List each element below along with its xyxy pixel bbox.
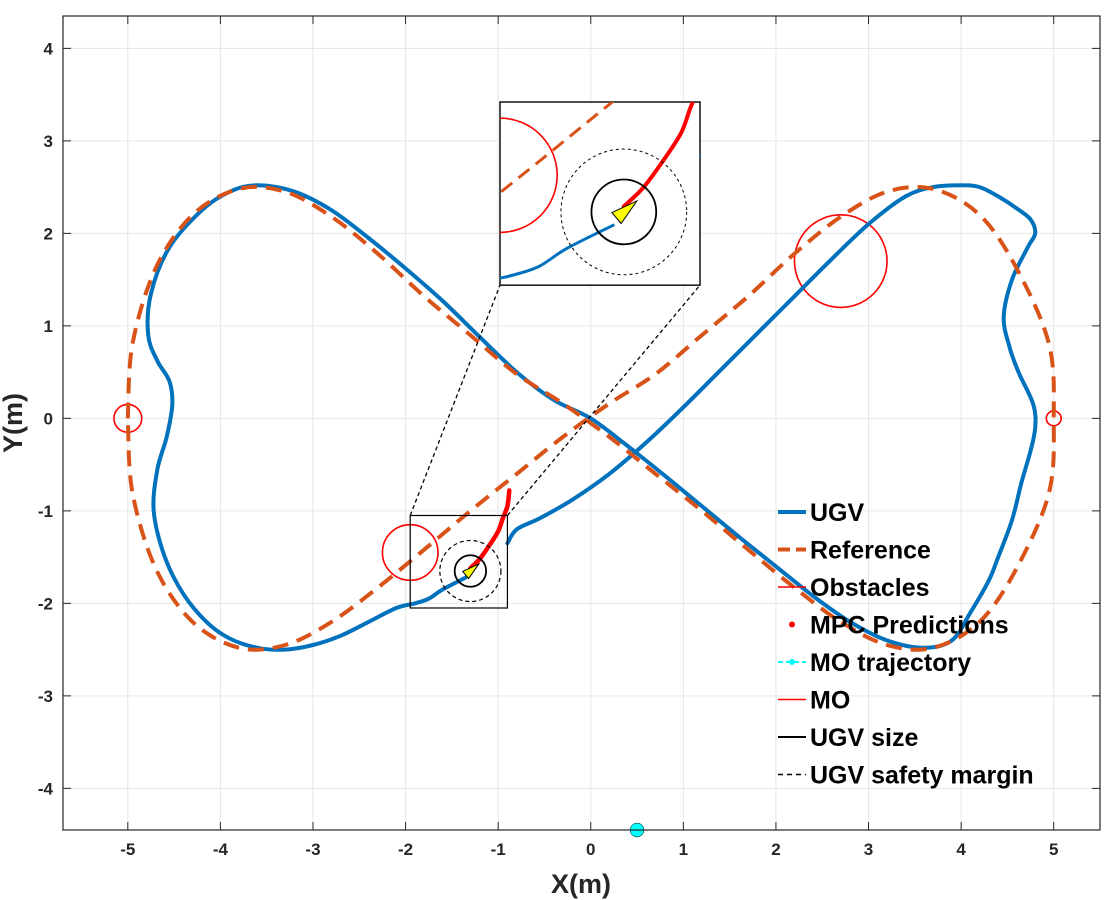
zoom-connector-line [409,284,501,516]
y-tick-label: -4 [38,779,54,798]
x-axis-label: X(m) [551,869,611,899]
zoom-content [500,102,701,280]
legend-item-mo_traj: MO trajectory [778,649,971,677]
x-tick-label: 2 [771,840,780,859]
zoom-connector-line [506,284,701,516]
legend-item-mpc: MPC Predictions [789,612,1009,640]
legend-label: MO trajectory [810,649,971,677]
y-tick-label: 1 [44,317,53,336]
zoom-source-box [409,514,509,609]
legend-item-reference: Reference [778,537,931,565]
legend-swatch-mo-traj-dot [789,659,795,665]
x-tick-label: -2 [398,840,413,859]
ugv-safety-margin-circle [439,539,502,603]
zoom-obstacle-circle [500,117,558,234]
mpc-prediction-point [507,488,512,493]
x-tick-label: 0 [586,840,595,859]
tick-labels: -5 -4 -3 -2 -1 0 1 2 3 4 5 -4 -3 -2 -1 0 1 2 3 4 [38,39,1059,859]
legend-item-mo: MO [778,687,850,715]
zoom-mpc-line [621,102,696,209]
y-tick-label: 0 [44,409,53,428]
legend-swatch-mpc [789,621,795,628]
x-tick-label: 1 [679,840,688,859]
legend-label: UGV size [810,724,918,752]
legend-label: UGV safety margin [810,762,1034,790]
legend-label: Obstacles [810,574,930,602]
legend-label: UGV [810,499,865,527]
mpc-prediction-point [496,529,501,534]
x-tick-label: 3 [864,840,873,859]
x-tick-label: -5 [120,840,135,859]
legend: UGV Reference Obstacles MPC Predictions MO t… [778,499,1034,790]
legend-item-ugv_size: UGV size [778,724,918,752]
zoom-ugv-size-circle [590,178,658,246]
x-tick-label: 4 [956,840,966,859]
y-tick-label: -2 [38,594,53,613]
legend-item-ugv: UGV [778,499,865,527]
mpc-prediction-point [505,504,510,509]
y-axis-label: Y(m) [0,393,28,453]
ugv-size-circle [453,554,488,588]
zoom-inset [409,101,701,609]
axes-box [62,15,1101,831]
obstacle-circle [793,214,888,309]
y-tick-label: -3 [38,687,53,706]
x-tick-label: -1 [491,840,506,859]
legend-label: MPC Predictions [810,612,1009,640]
zoom-safety-circle [560,148,688,276]
x-tick-label: -4 [213,840,229,859]
reference-trajectory-line [125,184,1056,652]
mpc-prediction-point [500,516,505,521]
y-tick-label: 4 [44,39,54,58]
legend-label: Reference [810,537,931,565]
zoom-inset-box [499,101,701,286]
ugv-heading-arrow [611,199,639,225]
y-tick-label: 3 [44,132,53,151]
y-tick-label: 2 [44,224,53,243]
ugv-heading-arrow [461,562,481,580]
y-tick-label: -1 [38,502,53,521]
legend-item-safety: UGV safety margin [778,762,1034,790]
x-tick-label: 5 [1049,840,1058,859]
x-tick-label: -3 [305,840,320,859]
legend-label: MO [810,687,850,715]
legend-item-obstacles: Obstacles [778,574,930,602]
